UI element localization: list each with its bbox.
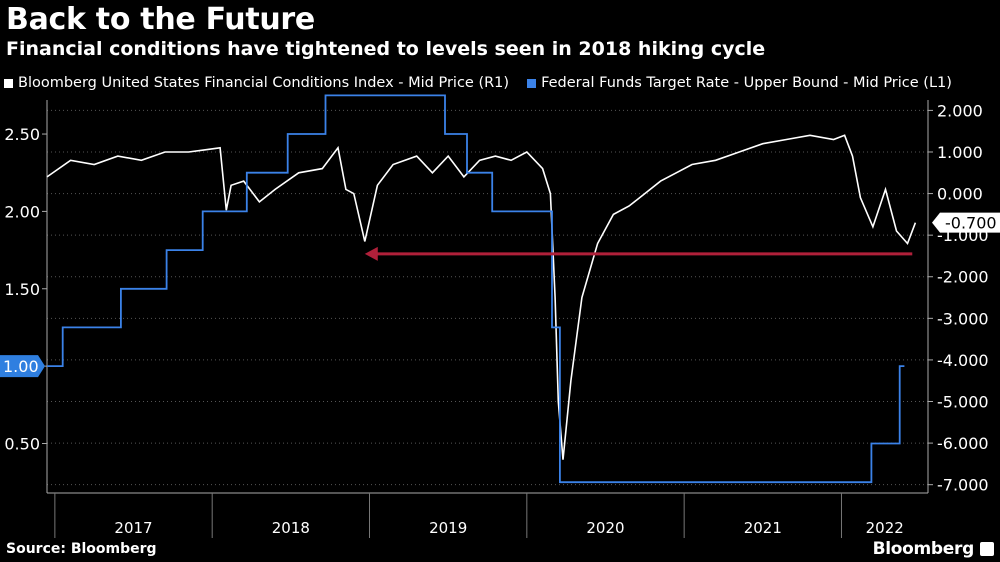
series-line-fed-funds <box>47 94 905 484</box>
x-tick-label: 2018 <box>272 519 310 537</box>
right-tick-label: -3.000 <box>937 309 989 328</box>
bloomberg-logo: Bloomberg <box>872 539 975 559</box>
bloomberg-terminal-icon <box>980 542 994 556</box>
chart-title: Back to the Future <box>6 2 315 37</box>
right-tick-label: -4.000 <box>937 351 989 370</box>
right-tick-label: -5.000 <box>937 393 989 412</box>
legend-label-fci: Bloomberg United States Financial Condit… <box>18 75 510 91</box>
right-tick-label: 0.000 <box>937 185 983 204</box>
left-tick-label: 0.50 <box>4 434 40 453</box>
right-value-callout-label: -0.700 <box>945 214 997 233</box>
left-tick-label: 1.50 <box>4 280 40 299</box>
x-tick-label: 2020 <box>586 519 624 537</box>
left-tick-label: 2.50 <box>4 125 40 144</box>
right-tick-label: 1.000 <box>937 143 983 162</box>
left-tick-label: 2.00 <box>4 202 40 221</box>
right-tick-label: 2.000 <box>937 101 983 120</box>
right-tick-label: -7.000 <box>937 476 989 495</box>
legend: Bloomberg United States Financial Condit… <box>4 75 952 91</box>
x-tick-label: 2017 <box>114 519 152 537</box>
x-tick-label: 2019 <box>429 519 467 537</box>
legend-item-fci: Bloomberg United States Financial Condit… <box>4 75 509 91</box>
legend-item-fed-funds: Federal Funds Target Rate - Upper Bound … <box>527 75 952 91</box>
right-tick-label: -2.000 <box>937 268 989 287</box>
source-note: Source: Bloomberg <box>6 541 157 557</box>
left-value-callout-label: 1.00 <box>3 357 39 376</box>
chart-subtitle: Financial conditions have tightened to l… <box>6 38 766 60</box>
left-value-callout-box <box>0 355 45 378</box>
legend-label-fed-funds: Federal Funds Target Rate - Upper Bound … <box>541 75 952 91</box>
right-value-callout-box <box>932 212 1000 233</box>
right-tick-label: -6.000 <box>937 434 989 453</box>
legend-swatch-blue <box>527 78 537 88</box>
x-tick-label: 2022 <box>866 519 904 537</box>
annotation-arrowhead <box>364 246 378 261</box>
x-tick-label: 2021 <box>744 519 782 537</box>
series-line-fci <box>46 134 917 460</box>
legend-swatch-white <box>4 78 13 88</box>
